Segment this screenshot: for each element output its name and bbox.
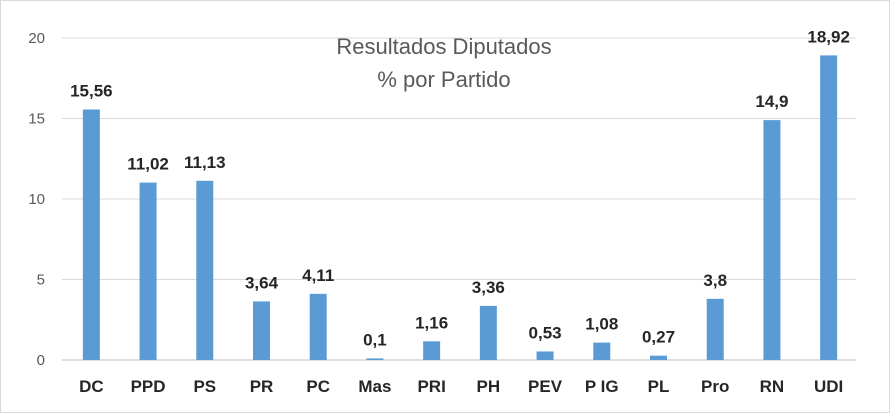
y-axis-ticks: 0 5 10 15 20 <box>28 30 45 369</box>
x-axis-ticks: DC PPD PS PR PC Mas PRI PH PEV P IG PL Pro RN UDI <box>79 377 843 396</box>
y-tick-label: 10 <box>28 191 45 208</box>
bar-rn <box>763 120 781 360</box>
data-label: 3,64 <box>245 273 279 292</box>
bar-ppd <box>139 182 157 360</box>
x-tick-label: Mas <box>358 377 391 396</box>
chart-title-line-2: % por Partido <box>377 67 510 92</box>
x-tick-label: PS <box>193 377 216 396</box>
bar-pl <box>650 355 667 360</box>
x-tick-label: UDI <box>814 377 843 396</box>
x-tick-label: PC <box>306 377 330 396</box>
data-label: 18,92 <box>807 27 850 46</box>
data-label: 14,9 <box>755 92 788 111</box>
x-tick-label: PL <box>648 377 670 396</box>
x-tick-label: PH <box>477 377 501 396</box>
data-label: 3,36 <box>472 278 505 297</box>
bar-p-ig <box>593 342 611 360</box>
x-tick-label: PPD <box>131 377 166 396</box>
data-label: 15,56 <box>70 81 113 100</box>
data-label: 0,1 <box>363 330 387 349</box>
bar-pr <box>253 301 270 360</box>
x-tick-label: PEV <box>528 377 563 396</box>
bar-mas <box>366 358 384 360</box>
bar-ph <box>479 305 497 360</box>
bars <box>82 55 838 360</box>
bar-udi <box>820 55 838 360</box>
bar-pc <box>309 293 327 360</box>
bar-pev <box>536 351 554 360</box>
x-tick-label: RN <box>760 377 785 396</box>
data-label: 4,11 <box>302 266 334 285</box>
x-tick-label: PRI <box>417 377 445 396</box>
bar-pro <box>706 298 724 360</box>
data-label: 11,02 <box>127 155 169 174</box>
data-label: 11,13 <box>184 153 226 172</box>
y-tick-label: 20 <box>28 30 45 47</box>
y-tick-label: 15 <box>28 111 45 128</box>
bar-dc <box>82 109 100 360</box>
data-label: 3,8 <box>703 271 727 290</box>
chart-title-line-1: Resultados Diputados <box>336 34 551 59</box>
data-label: 1,16 <box>415 313 448 332</box>
data-label: 0,27 <box>642 328 675 347</box>
bar-ps <box>196 180 214 360</box>
x-tick-label: Pro <box>701 377 729 396</box>
x-tick-label: P IG <box>585 377 619 396</box>
bar-pri <box>423 341 441 360</box>
y-tick-label: 0 <box>37 352 45 369</box>
data-labels: 15,56 11,02 11,13 3,64 4,11 0,1 1,16 3,36 0,53 1,… <box>70 27 850 349</box>
y-tick-label: 5 <box>37 272 45 289</box>
data-label: 1,08 <box>585 315 618 334</box>
data-label: 0,53 <box>529 323 562 342</box>
x-tick-label: PR <box>250 377 274 396</box>
x-tick-label: DC <box>79 377 104 396</box>
